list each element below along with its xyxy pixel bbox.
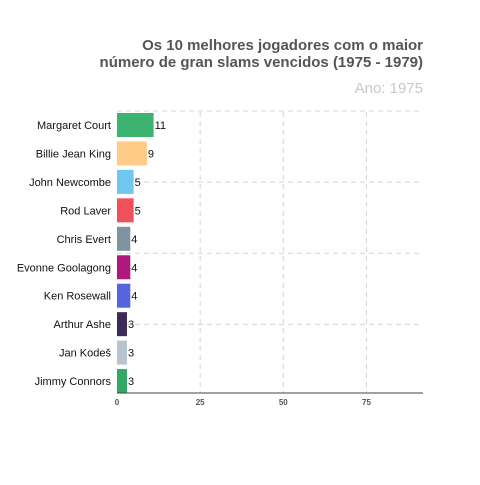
value-label-2: 5 (135, 177, 141, 189)
category-label-6: Ken Rosewall (44, 291, 111, 303)
bar-1 (117, 141, 147, 166)
value-label-3: 5 (135, 205, 141, 217)
category-label-1: Billie Jean King (36, 148, 111, 160)
bar-9 (117, 369, 127, 394)
category-label-7: Arthur Ashe (54, 319, 111, 331)
category-label-2: John Newcombe (29, 177, 111, 189)
chart-title-line-2: número de gran slams vencidos (1975 - 19… (100, 54, 423, 71)
x-tick-label-3: 75 (362, 398, 371, 407)
bar-5 (117, 255, 131, 280)
value-labels: 11 9 5 5 4 4 4 3 3 3 (128, 120, 166, 388)
value-label-6: 4 (131, 291, 137, 303)
category-label-0: Margaret Court (37, 120, 111, 132)
bar-7 (117, 312, 127, 337)
category-labels: Margaret Court Billie Jean King John Newco… (17, 120, 112, 388)
value-label-9: 3 (128, 376, 134, 388)
x-tick-label-0: 0 (115, 398, 120, 407)
category-label-9: Jimmy Connors (35, 376, 112, 388)
category-label-8: Jan Kodeš (59, 348, 111, 360)
value-label-1: 9 (148, 148, 154, 160)
value-label-7: 3 (128, 319, 134, 331)
bar-3 (117, 198, 134, 223)
bar-6 (117, 283, 131, 308)
bar-0 (117, 113, 154, 137)
value-label-0: 11 (155, 120, 166, 132)
value-label-4: 4 (131, 234, 137, 246)
category-label-5: Evonne Goolagong (17, 262, 111, 274)
x-tick-label-2: 50 (279, 398, 288, 407)
bar-8 (117, 340, 127, 365)
bars (117, 113, 154, 394)
value-label-8: 3 (128, 348, 134, 360)
bar-4 (117, 226, 131, 251)
chart-title: Os 10 melhores jogadores com o maior núm… (100, 37, 424, 71)
gridlines (117, 110, 423, 393)
chart-subtitle: Ano: 1975 (355, 80, 423, 97)
x-axis: 0 25 50 75 (115, 392, 423, 407)
category-label-4: Chris Evert (57, 234, 111, 246)
value-label-5: 4 (131, 262, 137, 274)
category-label-3: Rod Laver (60, 205, 111, 217)
x-tick-label-1: 25 (196, 398, 205, 407)
chart-title-line-1: Os 10 melhores jogadores com o maior (142, 37, 423, 54)
bar-2 (117, 169, 134, 194)
